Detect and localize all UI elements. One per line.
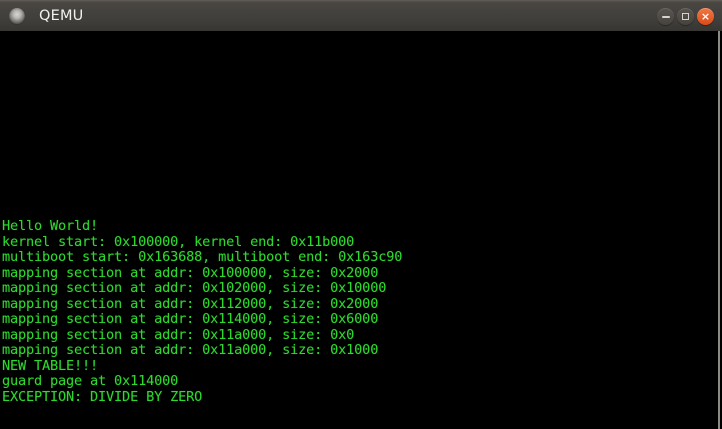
maximize-button[interactable] — [677, 8, 694, 25]
close-button[interactable]: × — [697, 8, 714, 25]
window-titlebar[interactable]: QEMU × — [0, 0, 722, 31]
terminal-line: mapping section at addr: 0x114000, size:… — [2, 311, 379, 327]
terminal-line: mapping section at addr: 0x112000, size:… — [2, 295, 379, 312]
maximize-icon — [682, 13, 689, 20]
terminal-line: multiboot start: 0x163688, multiboot end… — [2, 249, 403, 265]
terminal-output: Hello World! kernel start: 0x100000, kern… — [2, 218, 718, 405]
qemu-terminal-display[interactable]: Hello World! kernel start: 0x100000, kern… — [0, 31, 720, 429]
terminal-line: mapping section at addr: 0x11a000, size:… — [2, 326, 355, 343]
terminal-line: mapping section at addr: 0x11a000, size:… — [2, 342, 379, 358]
minimize-icon — [661, 15, 670, 18]
terminal-line: kernel start: 0x100000, kernel end: 0x11… — [2, 233, 355, 250]
terminal-line: EXCEPTION: DIVIDE BY ZERO — [2, 388, 203, 405]
window-controls: × — [657, 1, 714, 32]
terminal-line: NEW TABLE!!! — [2, 357, 99, 374]
terminal-line: guard page at 0x114000 — [2, 373, 179, 389]
minimize-button[interactable] — [657, 8, 674, 25]
terminal-line: Hello World! — [2, 218, 99, 234]
terminal-line: mapping section at addr: 0x100000, size:… — [2, 264, 379, 281]
close-icon: × — [700, 9, 711, 23]
window-title: QEMU — [39, 8, 84, 24]
qemu-app-icon — [9, 7, 25, 25]
terminal-line: mapping section at addr: 0x102000, size:… — [2, 280, 387, 296]
titlebar-left-group: QEMU — [0, 1, 84, 31]
